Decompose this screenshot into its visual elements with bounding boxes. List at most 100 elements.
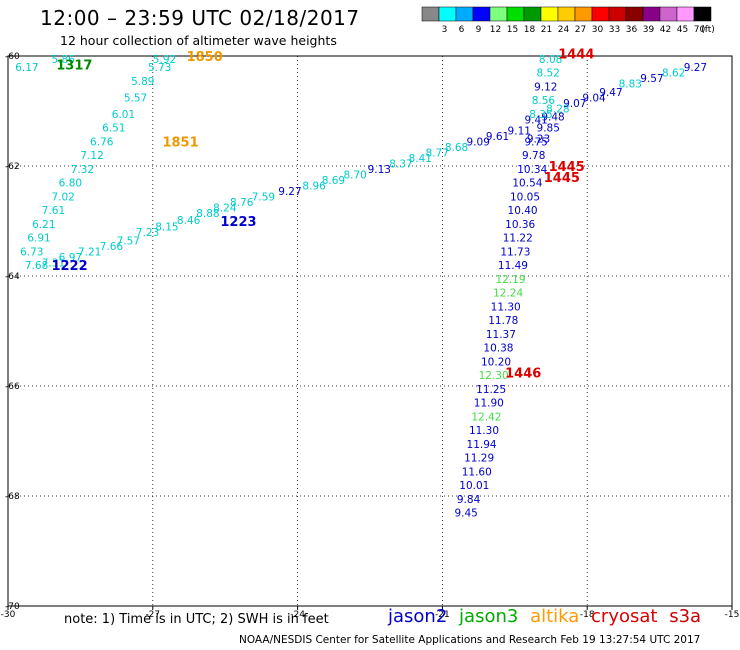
wave-height-point: 5.73 [148,62,171,74]
wave-height-point: 8.08 [539,54,562,66]
wave-height-point: 7.31 [42,257,65,269]
colorbar-tick-label: 12 [490,25,501,34]
wave-height-point: 11.29 [464,453,494,465]
wave-height-point: 8.15 [155,222,178,234]
lon-tick-label: -18 [580,610,595,620]
wave-height-point: 9.78 [522,150,545,162]
colorbar-unit: (ft) [701,25,715,34]
wave-height-point: 7.23 [136,227,159,239]
wave-height-point: 9.45 [454,508,477,520]
wave-height-point: 10.54 [512,178,542,190]
wave-height-point: 9.41 [524,114,547,126]
pass-time-label: 1445 [549,160,585,175]
pass-time-label: 1444 [558,47,594,62]
wave-height-point: 10.36 [505,219,535,231]
lat-tick-label: -70 [5,602,20,612]
wave-height-point: 6.80 [59,178,82,190]
wave-height-point: 11.90 [474,398,504,410]
colorbar-tick-label: 24 [558,25,570,34]
legend-item-s3a: s3a [669,606,702,627]
legend-item-altika: altika [530,606,580,627]
wave-height-point: 11.49 [498,260,528,272]
lat-tick-label: -64 [5,272,20,282]
colorbar-tick-label: 70 [694,25,706,34]
wave-height-point: 9.85 [537,123,560,135]
wave-height-point: 11.25 [476,384,506,396]
pass-time-label: 1445 [544,171,580,186]
wave-height-point: 11.30 [491,301,521,313]
wave-height-point: 9.61 [486,131,509,143]
pass-time-label: 1223 [220,215,256,230]
wave-height-point: 7.57 [117,235,140,247]
colorbar-tick-label: 27 [575,25,586,34]
wave-height-point: 11.30 [469,425,499,437]
wave-height-point: 10.20 [481,356,511,368]
wave-height-point: 8.70 [343,169,366,181]
wave-height-point: 8.41 [409,153,432,165]
wave-height-point: 9.09 [467,136,490,148]
wave-height-point: 8.68 [445,142,468,154]
lon-tick-label: -30 [1,610,16,620]
wave-height-point: 9.07 [563,98,586,110]
wave-height-point: 8.46 [177,215,201,227]
wave-height-point: 10.40 [508,205,538,217]
wave-height-point: 12.24 [493,288,523,300]
wave-height-point: 8.76 [230,197,254,209]
page-subtitle: 12 hour collection of altimeter wave hei… [60,33,337,48]
wave-height-point: 8.56 [532,95,556,107]
wave-height-point: 9.12 [534,81,557,93]
wave-height-point: 12.30 [479,370,509,382]
wave-height-point: 7.59 [252,191,275,203]
wave-height-point: 10.38 [483,343,513,355]
wave-height-point: 8.69 [322,175,345,187]
wave-height-point: 11.73 [500,246,530,258]
wave-height-point: 9.57 [640,73,663,85]
wave-height-point: 8.52 [537,68,560,80]
wave-height-point: 7.61 [42,205,65,217]
wave-height-point: 6.97 [59,252,82,264]
wave-height-point: 11.22 [503,233,533,245]
colorbar-tick-label: 21 [541,25,552,34]
pass-time-label: 1222 [51,259,87,274]
pass-time-label: 1317 [56,58,92,73]
wave-height-point: 9.84 [457,494,481,506]
lon-tick-label: -27 [145,610,160,620]
wave-height-point: 8.88 [196,208,219,220]
wave-height-point: 9.11 [508,125,531,137]
lat-tick-label: -60 [5,52,20,62]
wave-height-point: 6.91 [27,233,50,245]
wave-height-point: 7.66 [100,241,124,253]
wave-height-point: 6.51 [102,123,125,135]
wave-height-point: 5.89 [131,76,154,88]
wave-height-point: 5.86 [51,54,75,66]
colorbar-tick-label: 39 [643,25,655,34]
wave-height-point: 6.73 [20,246,43,258]
wave-height-point: 9.13 [368,164,391,176]
colorbar-tick-label: 30 [592,25,604,34]
colorbar-tick-label: 42 [660,25,671,34]
lat-tick-label: -68 [5,492,20,502]
colorbar-swatch [693,6,712,22]
colorbar-tick-label: 15 [507,25,518,34]
wave-height-point: 12.19 [495,274,525,286]
wave-height-point: 9.23 [527,134,550,146]
pass-time-label: 1850 [187,50,223,65]
wave-height-point: 5.92 [153,54,176,66]
wave-height-point: 9.04 [582,92,606,104]
lat-tick-label: -66 [5,382,20,392]
lon-tick-label: -21 [435,610,450,620]
wave-height-point: 9.27 [278,186,301,198]
colorbar: 3 6 9 12 15 18 21 24 27 30 33 36 39 42 45 70(ft) [421,6,715,34]
wave-height-point: 7.32 [71,164,94,176]
wave-height-point: 7.21 [78,246,101,258]
pass-time-label: 1446 [505,366,541,381]
wave-height-point: 9.27 [684,62,707,74]
wave-height-point: 11.60 [462,466,492,478]
wave-height-point: 8.96 [302,180,326,192]
lat-tick-label: -62 [5,162,20,172]
page-title: 12:00 – 23:59 UTC 02/18/2017 [40,6,360,30]
colorbar-tick-label: 3 [442,25,448,34]
wave-height-point: 11.94 [467,439,497,451]
wave-height-point: 7.12 [80,150,103,162]
